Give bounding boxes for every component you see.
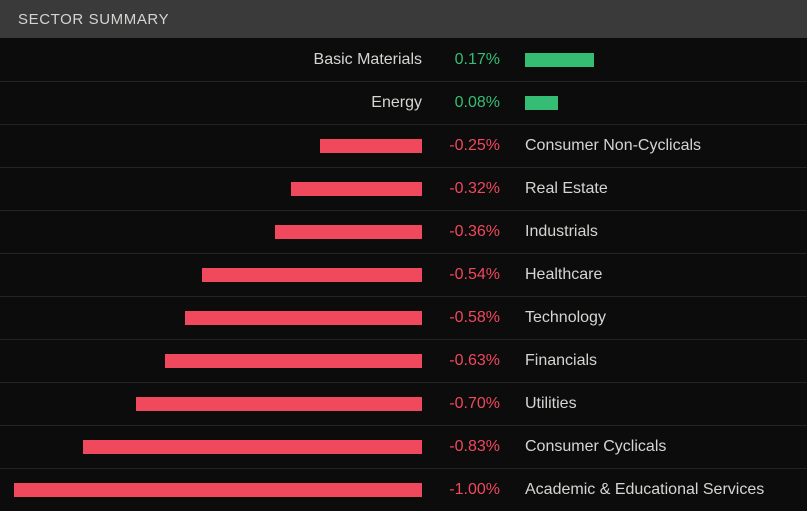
- sector-row-value-zone: -0.70%: [422, 395, 500, 413]
- sector-bar: [291, 182, 422, 196]
- sector-label: Consumer Non-Cyclicals: [525, 137, 702, 154]
- sector-change-value: -0.63%: [449, 352, 500, 369]
- sector-row-value-zone: -0.63%: [422, 352, 500, 370]
- sector-label: Healthcare: [525, 266, 603, 283]
- sector-row[interactable]: -0.70% Utilities: [0, 382, 807, 425]
- sector-label: Academic & Educational Services: [525, 481, 765, 498]
- sector-row[interactable]: Basic Materials 0.17%: [0, 38, 807, 81]
- sector-bar: [525, 52, 594, 67]
- sector-row-value-zone: 0.08%: [422, 94, 500, 112]
- sector-label: Technology: [525, 309, 606, 326]
- sector-row[interactable]: -1.00% Academic & Educational Services: [0, 468, 807, 511]
- sector-row-right-zone: [525, 52, 807, 67]
- sector-label: Basic Materials: [313, 50, 422, 68]
- sector-change-value: 0.08%: [454, 94, 500, 111]
- sector-row-value-zone: -0.54%: [422, 266, 500, 284]
- panel-title: SECTOR SUMMARY: [18, 10, 170, 28]
- sector-row[interactable]: -0.54% Healthcare: [0, 253, 807, 296]
- sector-row[interactable]: Energy 0.08%: [0, 81, 807, 124]
- sector-bar: [185, 311, 422, 325]
- sector-row[interactable]: -0.83% Consumer Cyclicals: [0, 425, 807, 468]
- sector-label: Industrials: [525, 223, 598, 240]
- sector-change-value: -1.00%: [449, 481, 500, 498]
- sector-row-right-zone: Industrials: [525, 223, 807, 241]
- sector-row-left-zone: [0, 225, 422, 239]
- sector-row-left-zone: [0, 268, 422, 282]
- sector-row-right-zone: Technology: [525, 309, 807, 327]
- sector-change-value: -0.36%: [449, 223, 500, 240]
- sector-bar: [136, 397, 422, 411]
- sector-row-value-zone: -0.36%: [422, 223, 500, 241]
- sector-row-left-zone: [0, 354, 422, 368]
- sector-row[interactable]: -0.36% Industrials: [0, 210, 807, 253]
- sector-row-left-zone: [0, 483, 422, 497]
- sector-row-right-zone: Financials: [525, 352, 807, 370]
- sector-bar: [320, 139, 422, 153]
- sector-row-left-zone: [0, 397, 422, 411]
- sector-row-left-zone: Basic Materials: [0, 51, 422, 69]
- sector-row-right-zone: Healthcare: [525, 266, 807, 284]
- sector-row-right-zone: Utilities: [525, 395, 807, 413]
- sector-row-left-zone: [0, 311, 422, 325]
- sector-bar: [525, 96, 558, 110]
- sector-row-right-zone: [525, 96, 807, 110]
- sector-row-right-zone: Real Estate: [525, 180, 807, 198]
- sector-row-value-zone: -0.58%: [422, 309, 500, 327]
- sector-row-left-zone: [0, 440, 422, 454]
- sector-row-value-zone: -1.00%: [422, 481, 500, 499]
- sector-change-value: -0.54%: [449, 266, 500, 283]
- sector-row-right-zone: Consumer Non-Cyclicals: [525, 137, 807, 155]
- sector-bar: [14, 483, 422, 497]
- sector-row[interactable]: -0.63% Financials: [0, 339, 807, 382]
- sector-change-value: -0.58%: [449, 309, 500, 326]
- sector-change-value: 0.17%: [454, 50, 500, 68]
- sector-row-left-zone: [0, 139, 422, 153]
- sector-row-right-zone: Consumer Cyclicals: [525, 438, 807, 456]
- panel-header: SECTOR SUMMARY: [0, 0, 807, 38]
- sector-label: Consumer Cyclicals: [525, 438, 667, 455]
- sector-bar: [202, 268, 422, 282]
- sector-row[interactable]: -0.32% Real Estate: [0, 167, 807, 210]
- sector-row-left-zone: Energy: [0, 94, 422, 112]
- sector-label: Real Estate: [525, 180, 608, 197]
- sector-change-value: -0.25%: [449, 137, 500, 154]
- sector-row-left-zone: [0, 182, 422, 196]
- sector-row-value-zone: -0.83%: [422, 438, 500, 456]
- sector-label: Energy: [371, 94, 422, 111]
- sector-row-value-zone: 0.17%: [422, 51, 500, 69]
- sector-label: Financials: [525, 352, 598, 369]
- sector-change-value: -0.70%: [449, 395, 500, 412]
- sector-row-right-zone: Academic & Educational Services: [525, 481, 807, 499]
- sector-change-value: -0.32%: [449, 180, 500, 197]
- sector-label: Utilities: [525, 395, 577, 412]
- sector-change-value: -0.83%: [449, 438, 500, 455]
- sector-list: Basic Materials 0.17% Energy 0.08% -0.25…: [0, 38, 807, 511]
- sector-row-value-zone: -0.32%: [422, 180, 500, 198]
- sector-row[interactable]: -0.25% Consumer Non-Cyclicals: [0, 124, 807, 167]
- sector-row-value-zone: -0.25%: [422, 137, 500, 155]
- sector-bar: [83, 440, 422, 454]
- sector-row[interactable]: -0.58% Technology: [0, 296, 807, 339]
- sector-bar: [275, 225, 422, 239]
- sector-bar: [165, 354, 422, 368]
